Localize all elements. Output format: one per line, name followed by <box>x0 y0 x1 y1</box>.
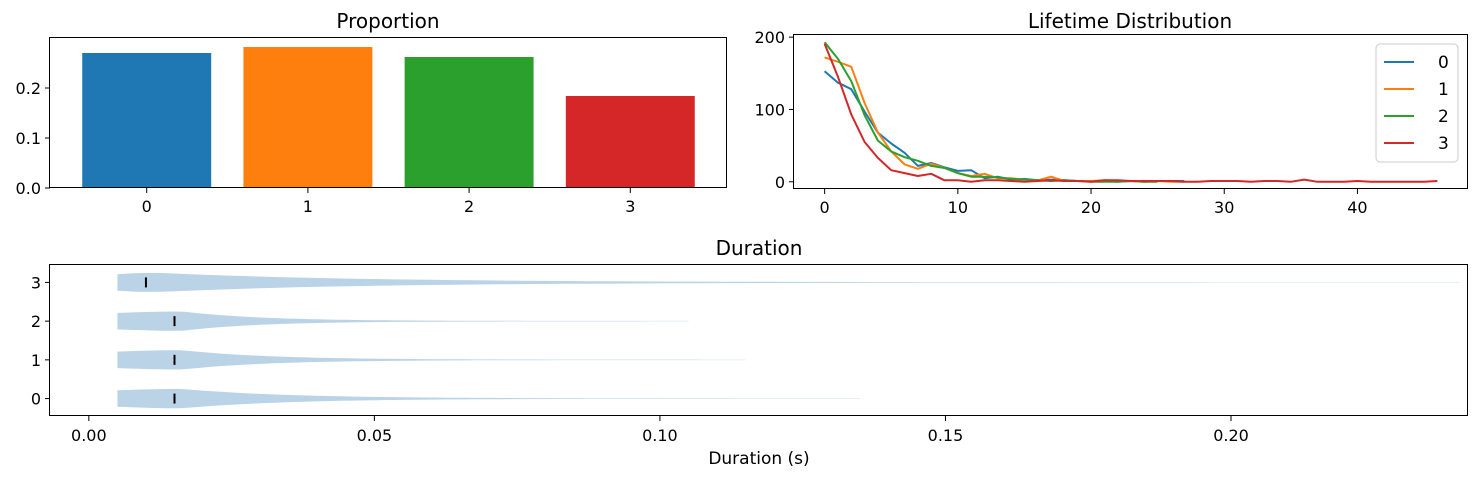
lifetime-distribution-chart: Lifetime Distribution 0 10 20 30 40 0100200 … <box>754 9 1468 217</box>
proportion-chart: Proportion 0 1 2 3 0.0 0.1 0.2 <box>16 9 727 216</box>
proportion-bar-2 <box>404 57 534 188</box>
duration-xtick-label: 0.10 <box>642 426 678 445</box>
lifetime-series-2 <box>823 41 1158 183</box>
duration-ytick-label: 3 <box>31 273 41 292</box>
duration-ytick-label: 0 <box>31 390 41 409</box>
proportion-ytick-label: 0.1 <box>16 129 41 148</box>
lifetime-axes-frame <box>793 34 1468 189</box>
duration-xtick-label: 0.20 <box>1213 426 1249 445</box>
duration-ytick-label: 2 <box>31 312 41 331</box>
duration-xlabel: Duration (s) <box>708 449 809 469</box>
lifetime-ytick-label: 0 <box>775 173 785 192</box>
proportion-bar-3 <box>565 96 695 188</box>
proportion-bar-1 <box>243 47 373 188</box>
duration-xtick-label: 0.00 <box>71 426 107 445</box>
duration-axes-frame <box>49 264 1468 416</box>
proportion-title: Proportion <box>336 9 439 33</box>
duration-title: Duration <box>716 236 803 260</box>
lifetime-xtick-label: 30 <box>1214 198 1234 217</box>
legend-label-1: 1 <box>1438 80 1449 100</box>
duration-xtick-label: 0.15 <box>928 426 964 445</box>
lifetime-xtick-label: 20 <box>1081 198 1101 217</box>
lifetime-series-1 <box>824 56 1185 183</box>
proportion-xtick-label: 2 <box>464 197 474 216</box>
lifetime-xtick-label: 10 <box>948 198 968 217</box>
lifetime-legend-box <box>1375 43 1459 163</box>
proportion-xtick-label: 0 <box>142 197 152 216</box>
duration-violin-1 <box>117 350 746 370</box>
proportion-ytick-label: 0.0 <box>16 179 41 198</box>
lifetime-ytick-label: 100 <box>754 100 785 119</box>
legend-label-3: 3 <box>1438 134 1449 154</box>
duration-violin-3 <box>117 273 1460 292</box>
lifetime-series-0 <box>823 70 1185 183</box>
legend-label-2: 2 <box>1438 107 1449 127</box>
proportion-ytick-label: 0.2 <box>16 79 41 98</box>
proportion-axes-frame <box>49 37 727 188</box>
lifetime-legend: 0 1 2 3 <box>1375 43 1459 163</box>
lifetime-series-3 <box>823 43 1438 183</box>
duration-xtick-label: 0.05 <box>357 426 393 445</box>
lifetime-xtick-label: 0 <box>820 198 830 217</box>
duration-ytick-label: 1 <box>31 351 41 370</box>
proportion-bar-0 <box>82 53 212 188</box>
duration-violin-0 <box>117 388 860 409</box>
lifetime-xtick-label: 40 <box>1347 198 1367 217</box>
duration-chart: Duration 0.00 0.05 0.10 0.15 0.20 0 1 2 3 Durat… <box>31 236 1468 469</box>
lifetime-title: Lifetime Distribution <box>1028 9 1232 33</box>
duration-violin-2 <box>117 311 689 331</box>
legend-label-0: 0 <box>1438 53 1449 73</box>
proportion-xtick-label: 1 <box>303 197 313 216</box>
lifetime-ytick-label: 200 <box>754 28 785 47</box>
proportion-xtick-label: 3 <box>625 197 635 216</box>
